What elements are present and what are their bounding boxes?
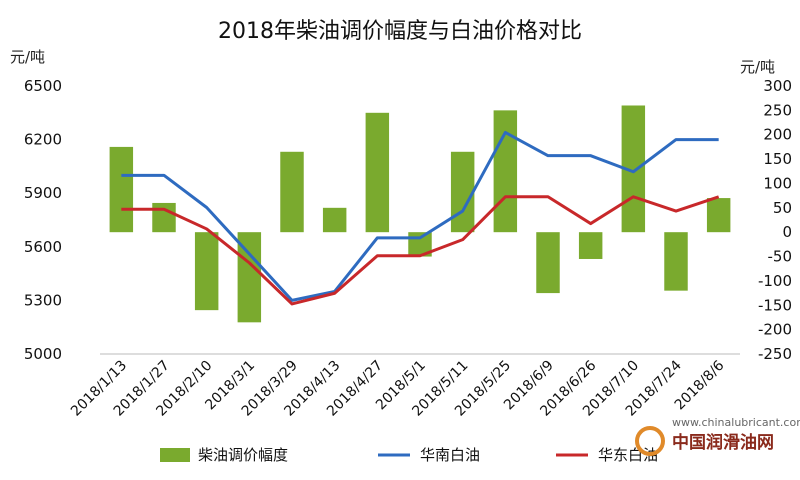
bar-2018/2/10: [194, 232, 219, 311]
legend-label-bar: 柴油调价幅度: [198, 446, 288, 464]
left-tick-label: 5600: [24, 238, 62, 256]
right-axis: -250 -200 -150 -100 -50 0 50 100 150 200 250 300: [758, 77, 792, 363]
legend-swatch-bar: [160, 448, 190, 462]
right-tick-label: 150: [763, 150, 792, 168]
bar-2018/6/9: [536, 232, 560, 294]
bar-2018/1/27: [152, 202, 176, 233]
right-tick-label: -250: [758, 345, 792, 363]
right-tick-label: 50: [773, 199, 792, 217]
right-tick-label: 300: [763, 77, 792, 95]
bar-2018/5/11: [450, 151, 475, 233]
bar-2018/3/1: [237, 232, 262, 323]
right-tick-label: -150: [758, 296, 792, 314]
watermark-url: www.chinalubricant.com: [672, 416, 800, 429]
bar-2018/5/25: [493, 110, 518, 233]
bar-2018/4/27: [365, 112, 390, 233]
bar-2018/3/29: [280, 151, 304, 233]
bar-2018/8/6: [706, 198, 731, 233]
right-tick-label: 0: [782, 223, 792, 241]
right-tick-label: 200: [763, 126, 792, 144]
line-series-1: [121, 130, 719, 302]
watermark: www.chinalubricant.com 中国润滑油网: [635, 416, 800, 456]
bar-2018/6/26: [578, 232, 603, 259]
left-tick-label: 5000: [24, 345, 62, 363]
left-tick-label: 5300: [24, 291, 62, 309]
logo-icon: [635, 426, 665, 456]
bar-2018/4/13: [322, 207, 347, 233]
right-tick-label: -100: [758, 272, 792, 290]
legend-label-line1: 华南白油: [420, 446, 480, 464]
left-axis: 5000 5300 5600 5900 6200 6500: [24, 77, 62, 363]
line-series: [121, 130, 720, 306]
bar-2018/7/24: [664, 232, 688, 291]
bar-2018/1/13: [109, 146, 134, 233]
right-tick-label: 250: [763, 101, 792, 119]
line-series-2: [121, 195, 720, 306]
right-axis-unit: 元/吨: [740, 58, 775, 76]
bar-series: [109, 105, 731, 323]
x-axis: 2018/1/132018/1/272018/2/102018/3/12018/…: [68, 357, 727, 419]
right-tick-label: 100: [763, 174, 792, 192]
legend: 柴油调价幅度 华南白油 华东白油: [160, 446, 658, 464]
left-tick-label: 6500: [24, 77, 62, 95]
right-tick-label: -50: [768, 248, 793, 266]
watermark-name: 中国润滑油网: [672, 432, 774, 453]
left-tick-label: 5900: [24, 184, 62, 202]
left-tick-label: 6200: [24, 131, 62, 149]
left-axis-unit: 元/吨: [10, 48, 45, 66]
chart-title: 2018年柴油调价幅度与白油价格对比: [218, 19, 582, 44]
right-tick-label: -200: [758, 321, 792, 339]
